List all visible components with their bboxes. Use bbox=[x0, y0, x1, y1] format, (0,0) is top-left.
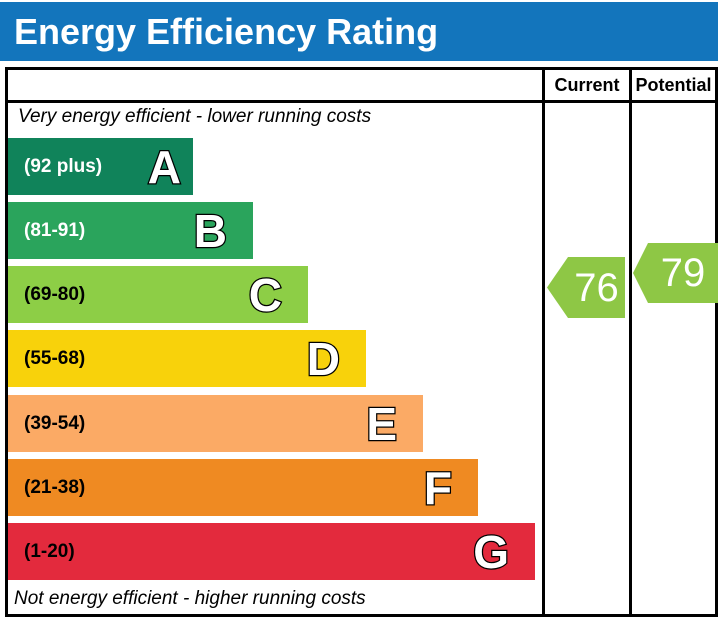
potential-column-divider bbox=[629, 67, 632, 617]
band-letter: B bbox=[193, 204, 229, 257]
potential-rating-value: 79 bbox=[660, 251, 706, 295]
band-letter: F bbox=[423, 461, 454, 514]
current-column-header: Current bbox=[554, 74, 620, 95]
rating-band-a: (92 plus) A bbox=[8, 138, 193, 195]
band-letter: G bbox=[472, 525, 510, 578]
band-range-label: (39-54) bbox=[24, 412, 86, 434]
band-letter: C bbox=[248, 268, 284, 321]
rating-band-f: (21-38) F bbox=[8, 459, 478, 516]
band-range-label: (81-91) bbox=[24, 219, 86, 241]
potential-column-header: Potential bbox=[635, 74, 712, 95]
title-banner: Energy Efficiency Rating bbox=[0, 2, 718, 61]
rating-band-d: (55-68) D bbox=[8, 330, 366, 387]
rating-band-e: (39-54) E bbox=[8, 395, 423, 452]
band-range-label: (92 plus) bbox=[24, 155, 103, 177]
current-column-divider bbox=[542, 67, 545, 617]
bottom-note: Not energy efficient - higher running co… bbox=[14, 588, 366, 609]
band-range-label: (21-38) bbox=[24, 476, 86, 498]
current-rating-value: 76 bbox=[574, 265, 619, 310]
rating-band-g: (1-20) G bbox=[8, 523, 535, 580]
band-letter: D bbox=[306, 332, 342, 385]
top-note: Very energy efficient - lower running co… bbox=[18, 106, 372, 127]
band-range-label: (1-20) bbox=[24, 540, 75, 562]
potential-rating-arrow: 79 bbox=[633, 243, 718, 303]
header-divider-line bbox=[5, 100, 718, 103]
rating-band-b: (81-91) B bbox=[8, 202, 253, 259]
band-range-label: (55-68) bbox=[24, 347, 86, 369]
chart-title: Energy Efficiency Rating bbox=[14, 10, 439, 52]
band-range-label: (69-80) bbox=[24, 283, 86, 305]
rating-band-c: (69-80) C bbox=[8, 266, 308, 323]
band-letter: A bbox=[147, 140, 183, 193]
band-letter: E bbox=[365, 397, 398, 450]
